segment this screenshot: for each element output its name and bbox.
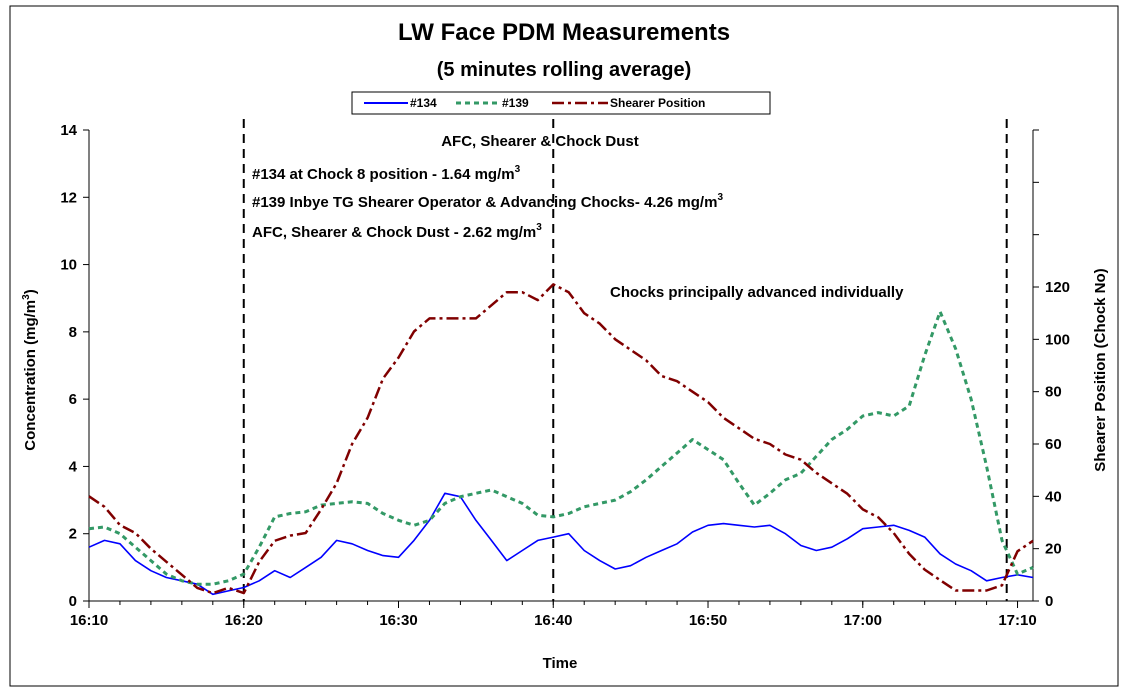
y-axis-label-end: ) [22,289,39,294]
chart-subtitle: (5 minutes rolling average) [437,59,692,81]
y2-tick-label: 20 [1045,541,1062,558]
series-layer [88,283,1034,596]
y-tick-label: 2 [69,526,77,543]
chart-title: LW Face PDM Measurements [398,19,730,46]
vertical-markers [242,119,1008,601]
annotation-line-3: AFC, Shearer & Chock Dust - 2.62 mg/m3 [252,222,542,241]
y2-tick-label: 80 [1045,384,1062,401]
x-tick-label: 16:20 [225,612,263,629]
y-tick-label: 0 [69,593,77,610]
y2-tick-label: 100 [1045,331,1070,348]
y2-tick-label: 60 [1045,436,1062,453]
y-tick-label: 14 [60,122,77,139]
annotation-line-3-sup: 3 [536,222,542,233]
y2-tick-label: 40 [1045,488,1062,505]
annotation-line-1: #134 at Chock 8 position - 1.64 mg/m3 [252,164,521,183]
annotation-line-1-text: #134 at Chock 8 position - 1.64 mg/m [252,166,515,183]
axes: 0 2 4 6 8 10 12 14 0 20 40 60 80 100 120 16:10 16:20 16:3… [60,122,1070,629]
x-tick-label: 16:40 [534,612,572,629]
y-tick-label: 10 [60,257,77,274]
y-axis-label-main: Concentration (mg/m [22,300,39,451]
annotation-line-2-text: #139 Inbye TG Shearer Operator & Advanci… [252,194,717,211]
legend: #134 #139 Shearer Position [351,91,771,115]
annotation-line-2: #139 Inbye TG Shearer Operator & Advanci… [252,192,723,211]
annotations: AFC, Shearer & Chock Dust #134 at Chock … [252,133,904,301]
annotation-line-1-sup: 3 [515,164,521,175]
series-line-0 [88,492,1034,596]
chart-border [9,5,1119,687]
annotation-header: AFC, Shearer & Chock Dust [441,133,639,150]
y2-tick-label: 0 [1045,593,1053,610]
x-axis-label: Time [543,655,578,672]
legend-label-139: #139 [502,96,529,110]
series-line-2 [88,283,1034,595]
x-tick-label: 16:50 [689,612,727,629]
y-tick-label: 8 [69,324,77,341]
x-tick-label: 16:10 [70,612,108,629]
annotation-line-3-text: AFC, Shearer & Chock Dust - 2.62 mg/m [252,224,536,241]
x-tick-label: 17:10 [998,612,1036,629]
y-axis-label-sup: 3 [21,294,32,300]
legend-label-134: #134 [410,96,437,110]
legend-label-shearer: Shearer Position [610,96,705,110]
annotation-line-2-sup: 3 [717,192,723,203]
x-tick-label: 16:30 [379,612,417,629]
x-tick-label: 17:00 [844,612,882,629]
y-axis-label: Concentration (mg/m3) [21,289,39,450]
y2-tick-label: 120 [1045,279,1070,296]
y-tick-label: 4 [69,458,78,475]
y-tick-label: 12 [60,189,77,206]
y-tick-label: 6 [69,391,77,408]
y2-axis-label: Shearer Position (Chock No) [1092,268,1109,471]
annotation-chocks-note: Chocks principally advanced individually [610,284,904,301]
series-line-1 [88,310,1034,586]
